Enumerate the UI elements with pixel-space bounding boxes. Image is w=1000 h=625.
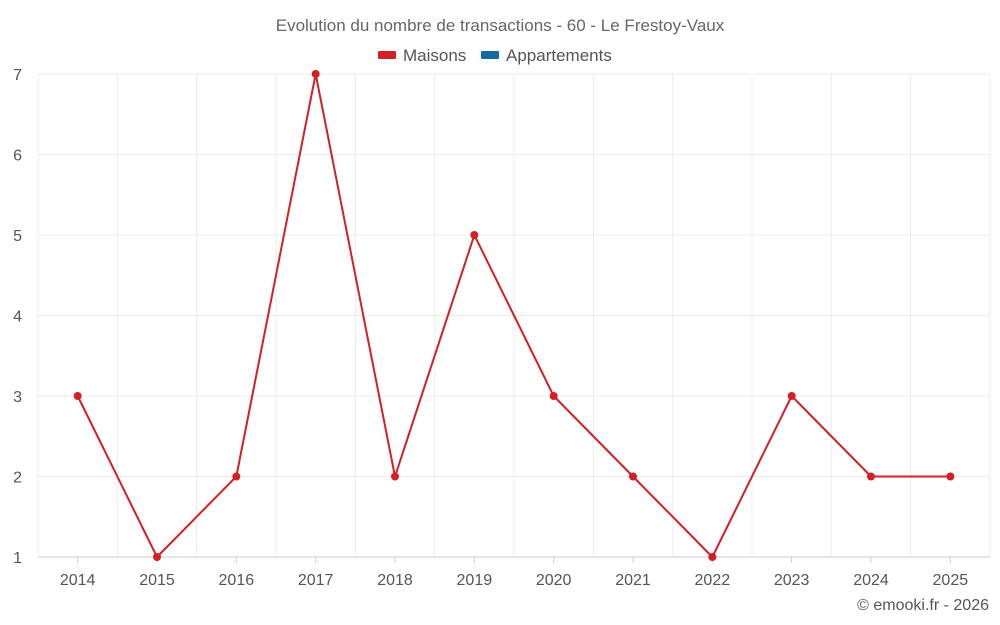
series [73, 70, 955, 561]
x-tick-label: 2014 [60, 572, 96, 589]
x-tick-label: 2016 [219, 572, 255, 589]
data-point[interactable] [867, 472, 875, 481]
legend-label-maisons: Maisons [403, 46, 466, 65]
series-line [76, 73, 951, 559]
y-tick-label: 2 [13, 470, 22, 487]
y-tick-label: 7 [13, 67, 22, 84]
data-point[interactable] [232, 472, 241, 481]
legend-item-appartements[interactable]: Appartements [481, 46, 612, 65]
data-point[interactable] [787, 392, 796, 400]
y-tick-label: 6 [13, 148, 22, 165]
legend-label-appartements: Appartements [506, 46, 612, 65]
data-point[interactable] [629, 472, 637, 481]
data-point[interactable] [946, 472, 955, 481]
data-point[interactable] [708, 553, 717, 561]
x-tick-label: 2020 [536, 572, 572, 589]
x-tick-label: 2021 [615, 572, 651, 589]
data-point[interactable] [391, 472, 399, 481]
data-point[interactable] [73, 392, 82, 400]
legend-swatch-appartements [481, 51, 499, 59]
legend-swatch-maisons [378, 51, 396, 59]
series-maisons [73, 70, 955, 561]
x-tick-label: 2025 [933, 572, 969, 589]
x-tick-label: 2022 [695, 572, 731, 589]
x-tick-label: 2023 [774, 572, 810, 589]
y-tick-label: 3 [13, 389, 22, 406]
y-tick-label: 1 [13, 550, 22, 567]
data-point[interactable] [549, 392, 558, 400]
x-tick-label: 2015 [139, 572, 175, 589]
legend: Maisons Appartements [378, 46, 612, 65]
y-tick-label: 5 [13, 228, 22, 245]
x-tick-label: 2017 [298, 572, 334, 589]
x-tick-label: 2018 [377, 572, 413, 589]
chart-title: Evolution du nombre de transactions - 60… [276, 16, 725, 35]
y-tick-label: 4 [13, 309, 22, 326]
data-point[interactable] [311, 70, 320, 78]
legend-item-maisons[interactable]: Maisons [378, 46, 466, 65]
data-point[interactable] [153, 553, 161, 561]
axes: 1 2 3 4 5 6 7 2014 2015 2016 2017 2018 2019 2020 2021 2… [13, 67, 990, 589]
credit-text: © emooki.fr - 2026 [857, 597, 989, 614]
x-tick-label: 2019 [457, 572, 493, 589]
data-point[interactable] [470, 231, 479, 239]
x-tick-label: 2024 [853, 572, 889, 589]
